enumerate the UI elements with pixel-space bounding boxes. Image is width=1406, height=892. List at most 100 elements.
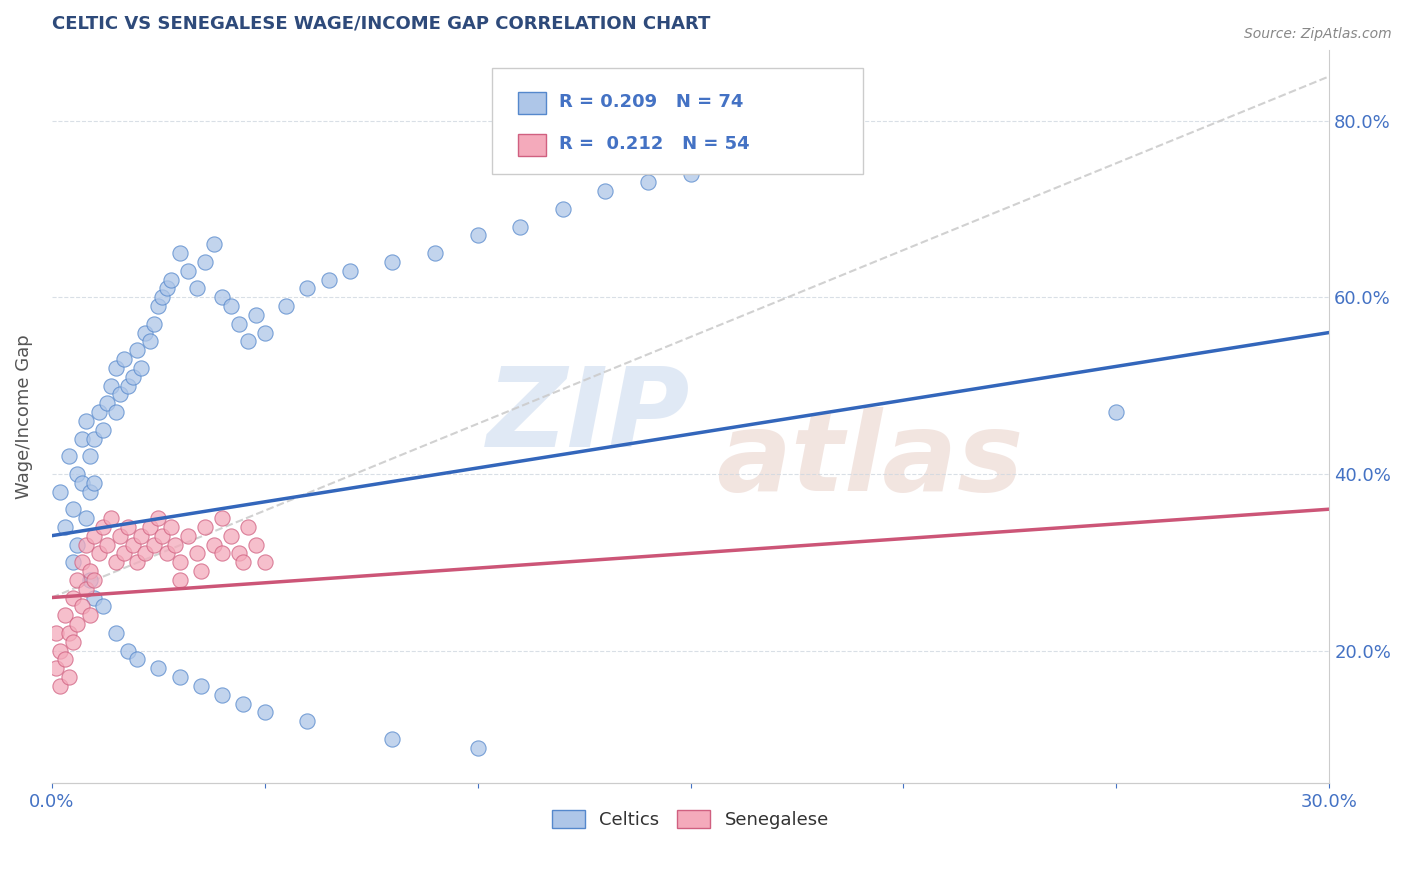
Point (245, 537, 267, 551)
Point (148, 511, 170, 525)
Point (45, 661, 67, 675)
Point (232, 697, 254, 711)
Point (53, 520, 76, 534)
Point (211, 511, 233, 525)
Text: ZIP: ZIP (486, 363, 690, 470)
Point (190, 679, 212, 693)
Point (125, 555, 148, 569)
Point (79, 573, 101, 587)
Point (274, 299, 297, 313)
Point (108, 387, 131, 401)
Point (165, 537, 187, 551)
Point (169, 555, 191, 569)
Point (125, 652, 148, 666)
Point (253, 326, 276, 340)
Point (49, 484, 72, 499)
Point (58, 449, 80, 463)
Point (160, 520, 183, 534)
Point (91, 423, 114, 437)
Point (45, 625, 67, 640)
Point (75, 414, 97, 428)
Point (121, 537, 143, 551)
Point (142, 317, 165, 331)
Point (53, 608, 76, 623)
Point (104, 555, 127, 569)
Point (297, 714, 319, 729)
Point (236, 334, 259, 349)
Point (134, 326, 156, 340)
Point (108, 529, 131, 543)
Point (381, 731, 404, 746)
Point (467, 740, 489, 755)
Point (104, 625, 127, 640)
Point (637, 175, 659, 189)
Point (219, 299, 242, 313)
Point (91, 520, 114, 534)
Point (194, 520, 217, 534)
Point (117, 378, 139, 392)
Point (245, 308, 267, 322)
Point (104, 405, 127, 419)
Point (148, 661, 170, 675)
Point (96, 396, 118, 410)
Point (186, 281, 208, 295)
Point (169, 670, 191, 684)
Point (66, 617, 89, 632)
Point (62, 555, 84, 569)
Point (83, 529, 105, 543)
Point (211, 290, 233, 304)
Point (467, 228, 489, 243)
Point (253, 706, 276, 720)
Point (228, 317, 250, 331)
Point (91, 599, 114, 614)
Point (104, 360, 127, 375)
Point (138, 520, 160, 534)
Point (100, 378, 122, 392)
Point (117, 643, 139, 657)
Point (194, 255, 217, 269)
Point (75, 537, 97, 551)
Point (253, 555, 276, 569)
Point (138, 334, 160, 349)
Point (156, 546, 179, 560)
Point (190, 564, 212, 578)
Point (211, 546, 233, 560)
Point (381, 255, 404, 269)
Point (232, 555, 254, 569)
Point (87, 405, 110, 419)
Point (297, 281, 319, 295)
Point (152, 529, 174, 543)
Point (202, 537, 225, 551)
Text: atlas: atlas (716, 407, 1024, 514)
Bar (517, 92, 546, 113)
Point (236, 520, 259, 534)
Point (112, 351, 135, 366)
Point (58, 625, 80, 640)
Point (177, 529, 200, 543)
Point (595, 184, 617, 198)
Point (100, 511, 122, 525)
Point (96, 537, 118, 551)
Point (79, 449, 101, 463)
Point (83, 475, 105, 490)
Point (58, 670, 80, 684)
Point (679, 167, 702, 181)
Point (186, 546, 208, 560)
Point (142, 537, 165, 551)
Point (152, 290, 174, 304)
Point (79, 564, 101, 578)
Point (339, 263, 361, 277)
Point (66, 573, 89, 587)
Point (169, 573, 191, 587)
Point (83, 432, 105, 446)
Point (70, 599, 93, 614)
Point (134, 546, 156, 560)
Legend: Celtics, Senegalese: Celtics, Senegalese (546, 803, 837, 837)
Point (160, 272, 183, 286)
Point (169, 246, 191, 260)
Text: R = 0.209   N = 74: R = 0.209 N = 74 (560, 93, 744, 111)
Point (148, 299, 170, 313)
Point (228, 546, 250, 560)
Point (112, 546, 135, 560)
Point (66, 467, 89, 481)
